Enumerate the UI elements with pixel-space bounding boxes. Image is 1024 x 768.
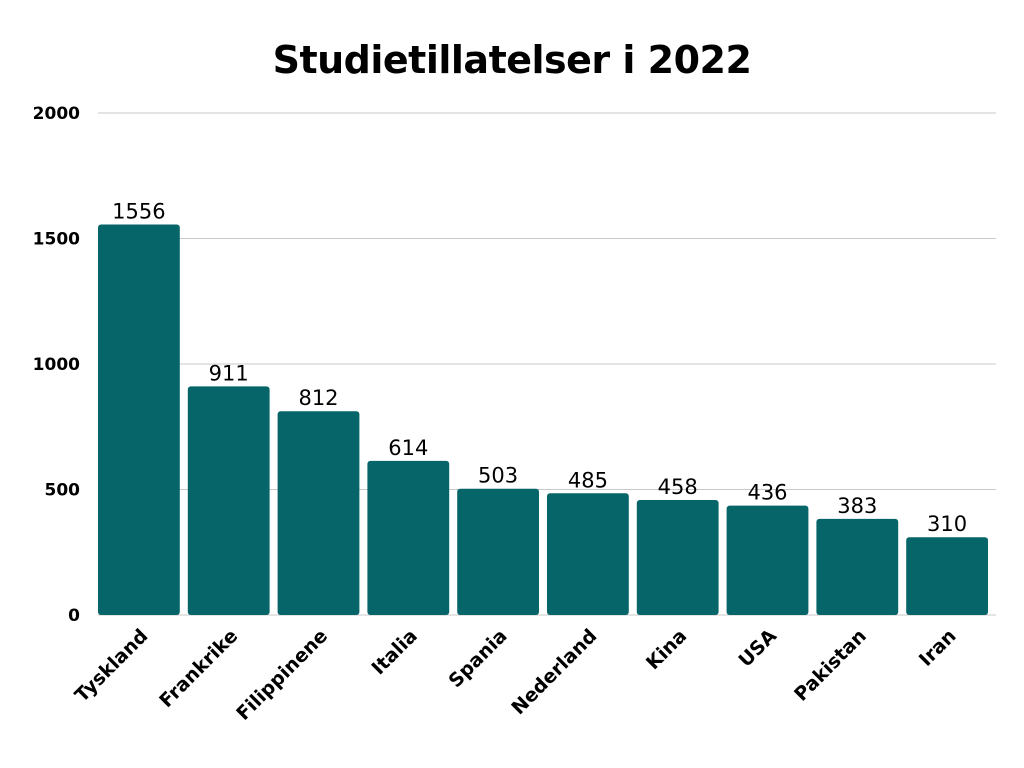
- data-label: 436: [747, 481, 787, 505]
- x-category-label: USA: [734, 625, 781, 672]
- data-label: 485: [568, 468, 608, 492]
- x-category-label: Iran: [915, 625, 961, 671]
- x-category-label: Frankrike: [155, 625, 242, 712]
- bar: [547, 493, 629, 615]
- y-tick-label: 500: [45, 481, 81, 501]
- x-category-label: Kina: [642, 625, 691, 674]
- data-labels: 1556 911 812 614 503 485 458 436 383 310: [112, 199, 967, 536]
- chart-title: Studietillatelser i 2022: [272, 38, 752, 82]
- x-category-label: Filippinene: [232, 625, 332, 725]
- bar: [187, 386, 270, 615]
- data-label: 383: [837, 494, 877, 518]
- bar: [636, 500, 719, 615]
- data-label: 812: [298, 386, 338, 410]
- bar: [906, 537, 988, 615]
- data-label: 1556: [112, 199, 165, 223]
- x-category-label: Italia: [368, 625, 422, 679]
- x-category-label: Spania: [444, 625, 511, 692]
- bar: [277, 411, 360, 615]
- y-tick-label: 1500: [33, 230, 80, 250]
- bar: [367, 460, 450, 615]
- data-label: 911: [209, 361, 249, 385]
- data-label: 503: [478, 464, 518, 488]
- y-tick-label: 1000: [33, 355, 80, 375]
- x-category-label: Nederland: [507, 625, 601, 719]
- data-label: 458: [658, 475, 698, 499]
- bar: [726, 505, 809, 615]
- data-label: 310: [927, 512, 967, 536]
- data-label: 614: [388, 436, 428, 460]
- bars: [98, 224, 988, 615]
- bar: [816, 518, 899, 615]
- bar: [457, 488, 539, 615]
- y-tick-label: 2000: [33, 104, 80, 124]
- y-axis-ticks: 0 500 1000 1500 2000: [33, 104, 80, 626]
- y-tick-label: 0: [68, 606, 80, 626]
- x-category-label: Pakistan: [790, 625, 871, 706]
- bar: [98, 224, 180, 615]
- x-category-label: Tyskland: [71, 625, 153, 707]
